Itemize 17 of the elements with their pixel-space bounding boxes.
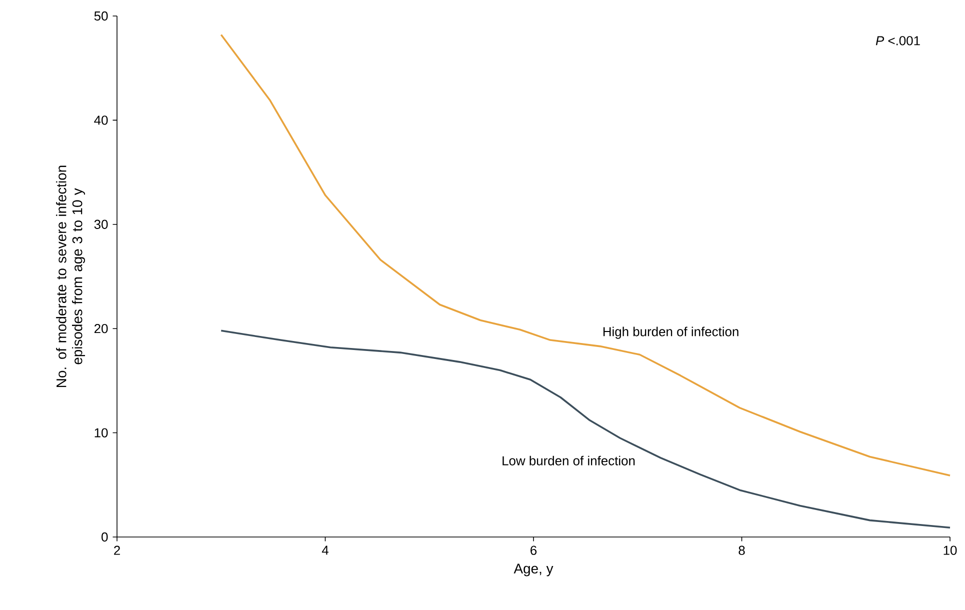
y-tick-label: 40	[94, 116, 108, 125]
y-tick-label: 50	[94, 11, 108, 21]
x-tick-label: 2	[114, 546, 120, 555]
y-tick-label: 20	[94, 324, 108, 334]
y-axis-title: No. of moderate to severe infection episodes from age 3 to 10 y	[56, 166, 85, 387]
series-label: Low burden of infection	[502, 456, 635, 466]
x-tick-label: 10	[944, 546, 957, 555]
annotation: P <.001	[876, 36, 920, 46]
y-tick-label: 0	[102, 532, 108, 542]
y-tick-label: 30	[94, 220, 108, 229]
x-axis-title: Age, y	[514, 564, 554, 576]
series-label: High burden of infection	[603, 326, 738, 339]
x-tick-label: 6	[530, 546, 537, 555]
x-tick-label: 4	[322, 546, 328, 555]
x-tick-label: 8	[738, 546, 745, 555]
line-series	[220, 34, 951, 476]
y-tick-label: 10	[94, 428, 108, 438]
